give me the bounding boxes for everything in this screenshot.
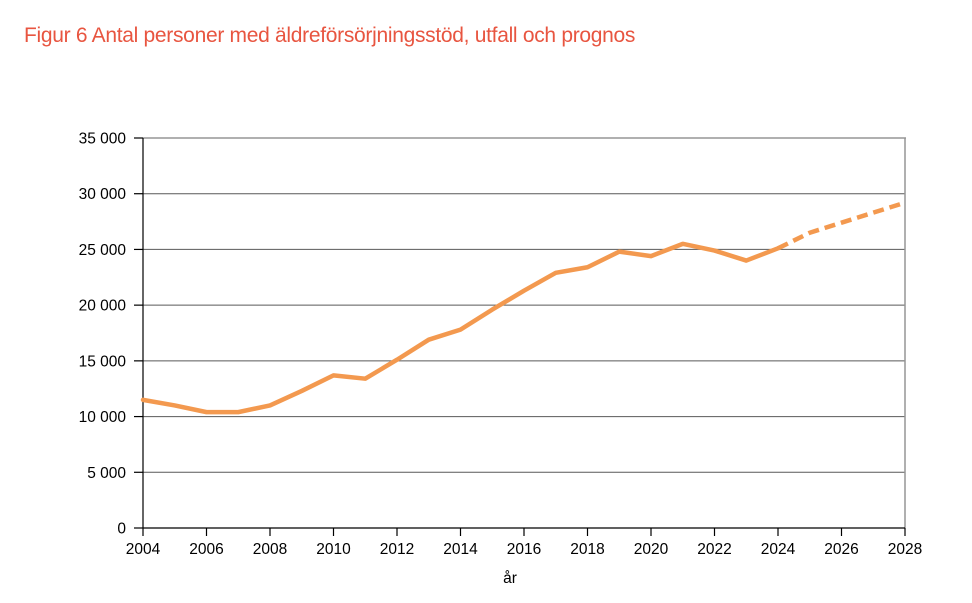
x-tick-label: 2018 (570, 541, 604, 558)
series-prognos-line (777, 200, 906, 251)
x-tick-label: 2004 (126, 541, 161, 558)
figure-title: Figur 6 Antal personer med äldreförsörjn… (24, 24, 636, 47)
x-tick-label: 2010 (316, 541, 351, 558)
x-tick-label: 2028 (888, 541, 922, 558)
y-tick-label: 25 000 (79, 242, 127, 259)
y-tick-label: 15 000 (79, 353, 127, 370)
y-tick-label: 35 000 (79, 131, 127, 148)
x-tick-label: 2014 (443, 541, 478, 558)
x-tick-label: 2016 (507, 541, 541, 558)
x-tick-label: 2008 (253, 541, 287, 558)
y-tick-label: 0 (117, 521, 126, 538)
series-utfall-line (140, 241, 781, 415)
x-tick-label: 2006 (189, 541, 223, 558)
x-tick-label: 2024 (761, 541, 796, 558)
x-tick-label: 2022 (697, 541, 731, 558)
y-tick-label: 30 000 (79, 186, 127, 203)
y-tick-label: 10 000 (79, 409, 127, 426)
y-tick-label: 20 000 (79, 298, 127, 315)
x-tick-label: 2020 (634, 541, 669, 558)
y-tick-label: 5 000 (87, 465, 126, 482)
x-tick-label: 2012 (380, 541, 414, 558)
x-axis-title: år (503, 570, 517, 587)
x-tick-label: 2026 (824, 541, 858, 558)
